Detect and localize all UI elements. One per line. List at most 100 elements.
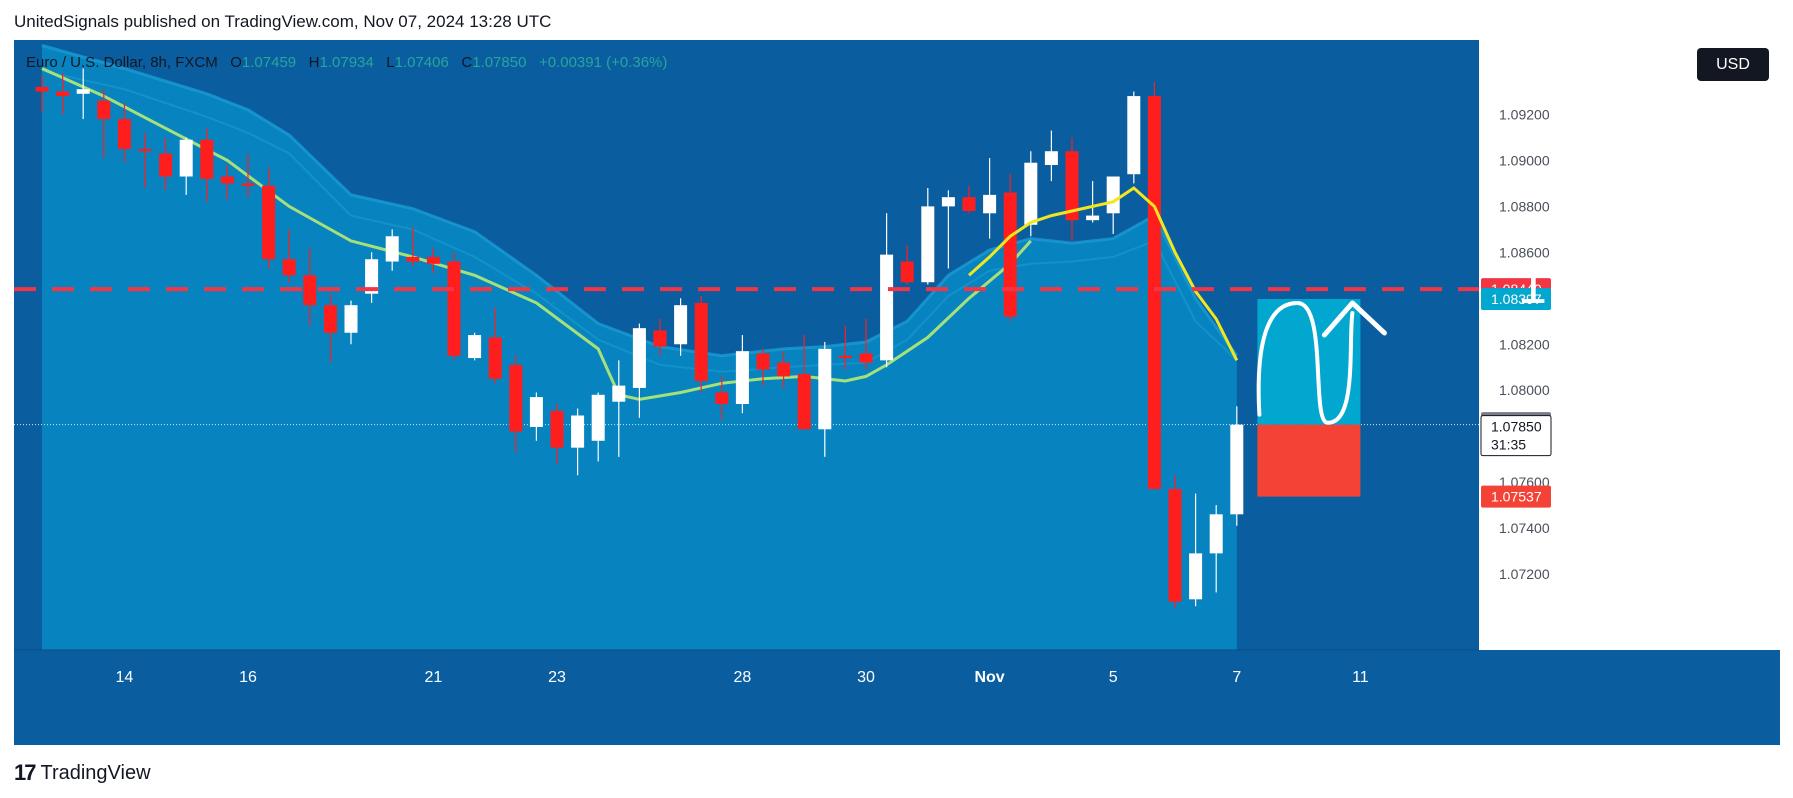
candle-body <box>838 355 852 359</box>
open-label: O <box>230 54 242 71</box>
close-label: C <box>461 54 473 71</box>
candle-body <box>983 194 997 214</box>
candle-body <box>612 385 626 402</box>
candle-body <box>529 397 543 427</box>
candle-body <box>735 351 749 404</box>
candle-body <box>509 364 523 432</box>
candle-body <box>1086 215 1100 221</box>
time-tick-label: 11 <box>1352 669 1369 686</box>
candle-body <box>468 335 482 359</box>
target-zone <box>1257 298 1361 425</box>
candle-body <box>406 256 420 262</box>
current-price-tag-label: 1.07850 <box>1491 419 1542 435</box>
candle-body <box>674 305 688 345</box>
candle-body <box>76 89 90 94</box>
time-tick-label: 28 <box>734 669 752 686</box>
high-label: H <box>308 54 320 71</box>
candle-body <box>1168 489 1182 602</box>
price-tick-label: 1.08000 <box>1499 382 1550 398</box>
candle-body <box>1024 162 1038 225</box>
candle-body <box>921 206 935 283</box>
band-lower-line <box>41 69 1238 373</box>
currency-button[interactable]: USD <box>1697 48 1769 81</box>
candle-body <box>35 86 49 92</box>
candle-body <box>385 236 399 262</box>
candle-body <box>632 328 646 388</box>
tradingview-logo-icon: 17 <box>14 760 37 785</box>
current-price-tag <box>1480 415 1552 457</box>
candle-body <box>303 275 317 306</box>
candle-body <box>1106 176 1120 214</box>
candle-body <box>653 330 667 347</box>
brand-name: TradingView <box>40 761 151 784</box>
time-tick-label: 23 <box>548 669 566 686</box>
candle-body <box>117 119 131 149</box>
target-annotation: 1.0844 <box>1518 257 1684 315</box>
symbol-name: Euro / U.S. Dollar, 8h, FXCM <box>26 54 218 71</box>
price-tick-label: 1.08800 <box>1499 198 1550 214</box>
close-value: 1.07850 <box>472 54 527 71</box>
symbol-legend: Euro / U.S. Dollar, 8h, FXCM O1.07459 H 1… <box>26 54 667 71</box>
candle-body <box>56 91 70 97</box>
candle-body <box>200 139 214 179</box>
candle-body <box>797 374 811 430</box>
candle-body <box>262 185 276 260</box>
price-tick-label: 1.09000 <box>1499 152 1550 168</box>
ma-fast-line <box>968 186 1239 361</box>
stop-zone <box>1257 424 1361 497</box>
price-tag-label: 1.08397 <box>1491 291 1542 307</box>
candle-body <box>220 176 234 184</box>
time-tick-label: 16 <box>239 669 257 686</box>
footer-branding: 17 TradingView <box>14 760 151 786</box>
publish-info: UnitedSignals published on TradingView.c… <box>14 12 552 31</box>
candle-body <box>159 153 173 177</box>
candle-body <box>859 353 873 363</box>
price-chart[interactable]: 1.092001.090001.088001.086001.084001.082… <box>14 40 1780 745</box>
candle-body <box>344 305 358 333</box>
time-tick-label: 7 <box>1232 669 1241 686</box>
candle-body <box>1209 514 1223 554</box>
candle-body <box>488 337 502 379</box>
time-tick-label: 30 <box>857 669 875 686</box>
candle-body <box>571 415 585 448</box>
candle-body <box>1065 151 1079 221</box>
candle-body <box>880 254 894 361</box>
low-label: L <box>386 54 395 71</box>
candle-body <box>1230 424 1244 515</box>
candle-body <box>777 362 791 377</box>
candle-body <box>179 139 193 177</box>
candle-body <box>282 259 296 276</box>
candle-body <box>1189 553 1203 600</box>
candle-body <box>694 302 708 382</box>
candle-body <box>426 256 440 264</box>
chart-area[interactable]: 1.092001.090001.088001.086001.084001.082… <box>14 40 1780 745</box>
candle-body <box>365 259 379 294</box>
candle-body <box>447 261 461 356</box>
price-tick-label: 1.08600 <box>1499 244 1550 260</box>
countdown-label: 31:35 <box>1491 437 1526 453</box>
candle-body <box>962 197 976 211</box>
low-value: 1.07406 <box>394 54 449 71</box>
price-axis-background <box>1479 40 1780 745</box>
open-value: 1.07459 <box>241 54 297 71</box>
candle-body <box>138 148 152 152</box>
price-tick-label: 1.07400 <box>1499 520 1550 536</box>
candle-body <box>715 392 729 404</box>
candle-body <box>323 305 337 333</box>
price-tick-label: 1.09200 <box>1499 106 1550 122</box>
change-value: +0.00391 (+0.36%) <box>538 54 668 71</box>
candle-body <box>591 394 605 441</box>
candle-body <box>900 261 914 283</box>
price-tag <box>1481 287 1551 310</box>
candle-body <box>1003 192 1017 317</box>
candle-body <box>241 183 255 186</box>
time-tick-label: Nov <box>974 669 1004 686</box>
price-tick-label: 1.08200 <box>1499 336 1550 352</box>
candle-body <box>1127 96 1141 175</box>
price-tag <box>1481 485 1551 508</box>
projection-curve <box>1256 300 1355 425</box>
band-upper-line <box>41 44 1239 358</box>
candle-body <box>1147 96 1161 490</box>
price-tag-label: 1.07537 <box>1491 489 1542 505</box>
time-tick-label: 5 <box>1109 669 1118 686</box>
